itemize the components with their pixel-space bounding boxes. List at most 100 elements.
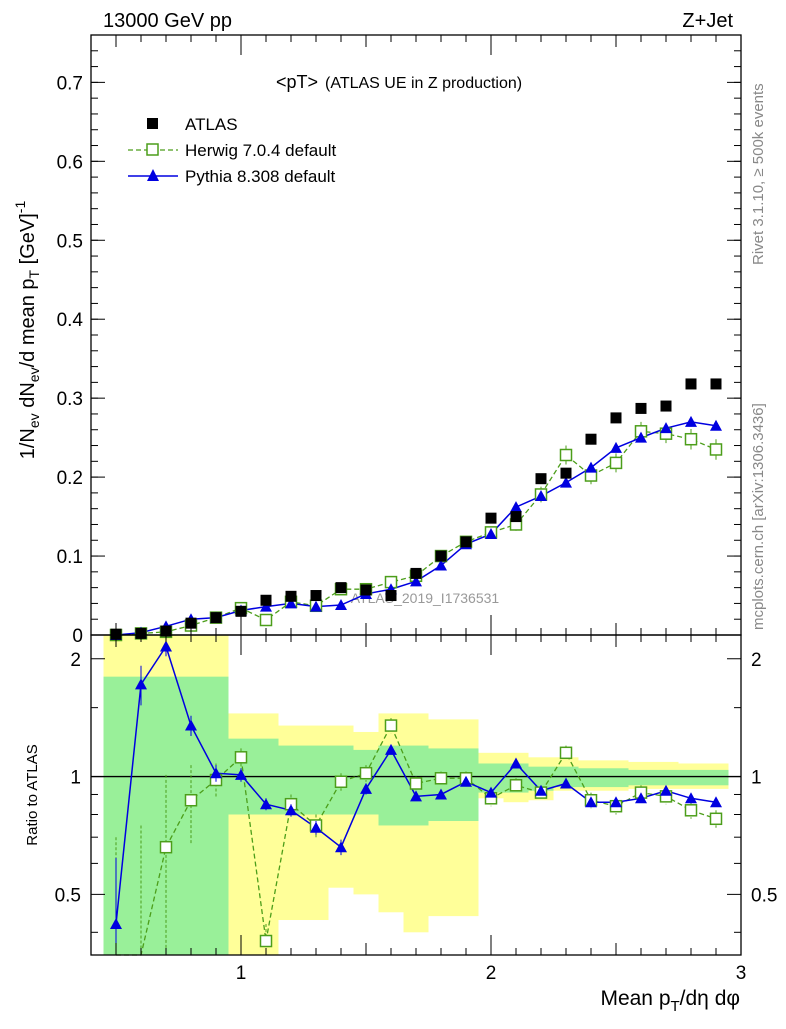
- ratio-band-green: [703, 769, 729, 786]
- pythia-ratio-point: [335, 841, 347, 853]
- herwig-ratio-point: [334, 775, 348, 788]
- herwig-ratio-point: [184, 793, 198, 807]
- pythia-ratio-point: [660, 784, 672, 796]
- pythia-point: [310, 600, 322, 612]
- atlas-point: [285, 590, 297, 602]
- pythia-ratio-point: [285, 804, 297, 816]
- ratio-y-tick-label: 1: [70, 768, 81, 789]
- herwig-ratio-point: [159, 840, 173, 854]
- ratio-y-tick-label: 2: [70, 650, 81, 671]
- atlas-point: [360, 584, 372, 596]
- atlas-point: [435, 550, 447, 562]
- ratio-y-tick-label: 0.5: [55, 885, 81, 906]
- main-y-tick-label: 0.3: [57, 389, 83, 410]
- main-y-tick-label: 0.2: [57, 468, 83, 489]
- pythia-point: [585, 461, 597, 473]
- pythia-point: [535, 490, 547, 502]
- x-tick-label: 1: [236, 963, 247, 984]
- process-label: Z+Jet: [682, 10, 733, 32]
- pythia-ratio-point: [535, 784, 547, 796]
- legend-herwig-label: Herwig 7.0.4 default: [185, 141, 336, 160]
- x-tick-label: 2: [486, 963, 497, 984]
- ratio-band-green: [578, 768, 604, 788]
- atlas-point: [660, 400, 672, 412]
- herwig-point: [684, 432, 698, 446]
- pythia-ratio-point: [510, 757, 522, 769]
- legend-pythia-label: Pythia 8.308 default: [185, 167, 336, 186]
- pythia-ratio-point: [610, 796, 622, 808]
- atlas-point: [685, 378, 697, 390]
- legend-herwig-marker: [146, 143, 159, 156]
- pythia-ratio-point: [110, 918, 122, 930]
- pythia-point: [435, 559, 447, 571]
- pythia-ratio-point: [435, 788, 447, 800]
- mcplots-label: mcplots.cern.ch [arXiv:1306.3436]: [750, 403, 767, 630]
- legend-atlas-label: ATLAS: [185, 115, 238, 134]
- atlas-point: [310, 590, 322, 602]
- main-y-tick-label: 0.7: [57, 73, 83, 94]
- herwig-ratio-point: [359, 766, 373, 780]
- rivet-label: Rivet 3.1.10, ≥ 500k events: [750, 83, 767, 265]
- pythia-ratio-point: [560, 777, 572, 789]
- ratio-band-green: [353, 749, 379, 815]
- main-title: <pT> (ATLAS UE in Z production): [276, 72, 522, 92]
- pythia-ratio-point: [360, 782, 372, 794]
- legend: ATLAS Herwig 7.0.4 default Pythia 8.308 …: [128, 115, 336, 186]
- herwig-point: [559, 448, 573, 462]
- pythia-ratio-point: [185, 719, 197, 731]
- atlas-point: [485, 512, 497, 524]
- pythia-point: [660, 422, 672, 434]
- pythia-point: [335, 599, 347, 610]
- ratio-band-green: [203, 676, 229, 955]
- pythia-point: [510, 501, 522, 513]
- main-y-tick-label: 0.1: [57, 547, 83, 568]
- ratio-band-green: [378, 745, 404, 826]
- ratio-band-green: [678, 769, 704, 786]
- atlas-point: [585, 433, 597, 445]
- pythia-ratio-point: [685, 792, 697, 804]
- herwig-ratio-point: [559, 746, 573, 760]
- ratio-band-green: [128, 676, 154, 955]
- ratio-y-axis-label: Ratio to ATLAS: [24, 744, 41, 845]
- pythia-ratio-point: [710, 796, 722, 808]
- herwig-point: [709, 443, 723, 456]
- pythia-ratio-point: [410, 790, 422, 802]
- pythia-point: [285, 597, 297, 609]
- ratio-y-tick-label-right: 0.5: [751, 885, 777, 906]
- main-y-tick-label: 0: [72, 626, 83, 647]
- atlas-point: [185, 617, 197, 629]
- pythia-ratio-point: [310, 821, 322, 833]
- pythia-point: [635, 431, 647, 443]
- atlas-point: [460, 536, 472, 548]
- pythia-ratio-point: [385, 743, 397, 755]
- main-y-tick-label: 0.4: [57, 310, 84, 331]
- herwig-ratio-point: [509, 779, 523, 792]
- ratio-band-green: [603, 768, 629, 788]
- ratio-y-tick-label-right: 2: [751, 650, 762, 671]
- main-y-axis-label: 1/Nev dNev/d mean pT [GeV]-1: [12, 201, 42, 460]
- atlas-point: [410, 567, 422, 579]
- ratio-band-green: [303, 745, 329, 815]
- atlas-point: [610, 412, 622, 424]
- ratio-band-green: [628, 769, 654, 786]
- main-y-tick-label: 0.6: [57, 152, 83, 173]
- atlas-point: [260, 594, 272, 606]
- pythia-ratio-point: [160, 640, 172, 652]
- x-axis-label: Mean pT/dη dφ: [600, 987, 740, 1015]
- pythia-point: [260, 600, 272, 612]
- pythia-point: [410, 575, 422, 587]
- pythia-point: [685, 415, 697, 427]
- main-title-text: <pT>: [276, 72, 318, 92]
- ratio-band-green: [428, 748, 454, 821]
- pythia-ratio-point: [235, 768, 247, 780]
- energy-label: 13000 GeV pp: [103, 10, 232, 32]
- pythia-point: [610, 441, 622, 453]
- herwig-point: [609, 456, 623, 470]
- herwig-ratio-point: [434, 772, 448, 785]
- atlas-point: [635, 402, 647, 414]
- pythia-point: [710, 419, 722, 431]
- pythia-ratio-point: [460, 775, 472, 787]
- herwig-ratio-point: [384, 719, 398, 732]
- herwig-ratio-point: [409, 777, 423, 790]
